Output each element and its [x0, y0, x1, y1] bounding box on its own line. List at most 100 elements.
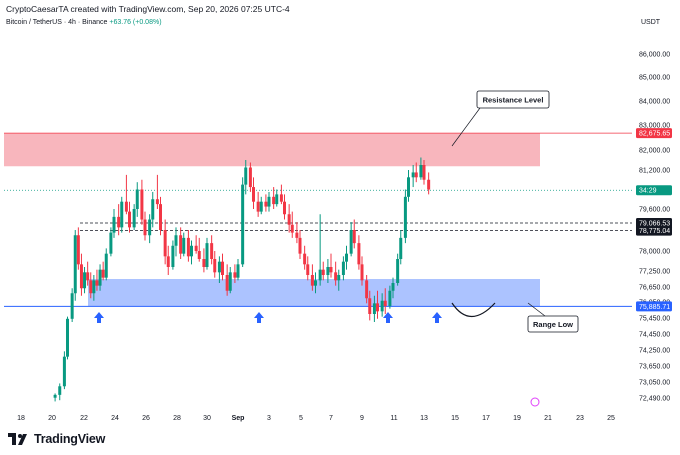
x-tick-label: 25	[607, 415, 615, 422]
candle-body	[388, 290, 392, 306]
y-tick-label: 77,250.00	[639, 269, 670, 276]
candle-body	[73, 235, 77, 294]
y-tick-label: 75,450.00	[639, 316, 670, 323]
candle-body	[372, 303, 376, 314]
range-low-curve	[451, 302, 496, 318]
candle-body	[143, 219, 147, 236]
candle-body	[391, 283, 395, 291]
x-tick-label: 15	[451, 415, 459, 422]
x-tick-label: 19	[513, 415, 521, 422]
candle-body	[205, 243, 209, 267]
candle-body	[259, 201, 263, 212]
range-low-callout-pointer	[527, 302, 546, 317]
x-tick-label: 13	[420, 415, 428, 422]
price-tag	[636, 225, 672, 236]
tradingview-logo: TradingView	[8, 432, 105, 446]
candle-body	[225, 275, 229, 291]
candle-body	[182, 237, 186, 254]
candle-body	[76, 235, 80, 265]
candle-body	[365, 280, 369, 299]
price-tag	[636, 128, 672, 139]
candle-body	[360, 264, 364, 281]
y-tick-label: 79,600.00	[639, 207, 670, 214]
candle-body	[233, 272, 237, 278]
candle-body	[213, 259, 217, 273]
price-tag	[636, 218, 672, 229]
candle-body	[117, 216, 121, 228]
candle-body	[236, 264, 240, 278]
y-tick-label: 83,000.00	[639, 123, 670, 130]
x-tick-label: 20	[48, 415, 56, 422]
candle-body	[112, 216, 116, 233]
candle-body	[303, 253, 307, 265]
candle-body	[244, 167, 248, 185]
candle-body	[414, 172, 418, 178]
price-tag	[636, 185, 672, 196]
candle-body	[321, 269, 325, 275]
candle-body	[295, 232, 299, 238]
chart-attribution: CryptoCaesarTA created with TradingView.…	[6, 4, 290, 14]
candle-body	[186, 237, 190, 257]
candle-body	[267, 196, 271, 207]
y-tick-label: 72,490.00	[639, 396, 670, 403]
candle-body	[380, 300, 384, 312]
candle-body	[422, 165, 426, 180]
symbol-info: Bitcoin / TetherUS · 4h · Binance +63.76…	[6, 19, 162, 26]
price-tag-label: 34:29	[639, 188, 657, 195]
candle-body	[197, 251, 201, 259]
candle-body	[329, 267, 333, 273]
candle-body	[163, 230, 167, 257]
x-tick-label: 22	[80, 415, 88, 422]
candle-body	[148, 219, 152, 236]
candle-body	[341, 261, 345, 275]
candle-body	[427, 179, 431, 190]
candle-body	[403, 196, 407, 238]
candle-body	[104, 253, 108, 278]
candle-body	[326, 267, 330, 275]
y-tick-label: 76,650.00	[639, 285, 670, 292]
price-tag	[636, 301, 672, 312]
candle-body	[290, 224, 294, 233]
candle-body	[256, 201, 260, 212]
candle-body	[159, 204, 162, 230]
y-tick-label: 74,450.00	[639, 332, 670, 339]
x-tick-label: 5	[299, 415, 303, 422]
candle-body	[190, 245, 193, 257]
x-tick-label: 7	[329, 415, 333, 422]
tradingview-logo-icon	[8, 432, 27, 445]
candle-body	[376, 303, 379, 312]
x-tick-label: 18	[17, 415, 25, 422]
candle-body	[179, 235, 183, 254]
candle-body	[419, 165, 423, 178]
candle-body	[279, 194, 283, 202]
candle-body	[128, 211, 131, 228]
x-tick-label: 9	[360, 415, 364, 422]
candle-body	[352, 230, 356, 244]
candle-body	[252, 187, 255, 202]
x-tick-label: 30	[203, 415, 211, 422]
candle-body	[217, 261, 221, 273]
y-tick-label: 73,650.00	[639, 364, 670, 371]
resistance-zone	[4, 133, 540, 167]
candle-body	[151, 199, 155, 220]
candle-body	[166, 256, 170, 267]
candle-body	[275, 194, 279, 205]
x-tick-label: 23	[576, 415, 584, 422]
up-arrow-icon	[383, 312, 393, 323]
resistance-callout-pointer	[451, 107, 481, 147]
candle-body	[124, 201, 128, 212]
candle-body	[399, 237, 403, 259]
price-tag-label: 75,885.71	[639, 304, 670, 311]
candle-body	[368, 298, 372, 314]
candle-body	[306, 264, 310, 275]
candle-body	[411, 172, 415, 178]
candle-body	[66, 318, 69, 357]
price-tag-label: 78,775.04	[639, 228, 670, 235]
candle-body	[58, 386, 62, 395]
candle-body	[241, 184, 245, 265]
currency-label: USDT	[641, 19, 661, 26]
candle-body	[194, 245, 198, 251]
candle-body	[349, 230, 353, 254]
candle-body	[272, 196, 276, 205]
